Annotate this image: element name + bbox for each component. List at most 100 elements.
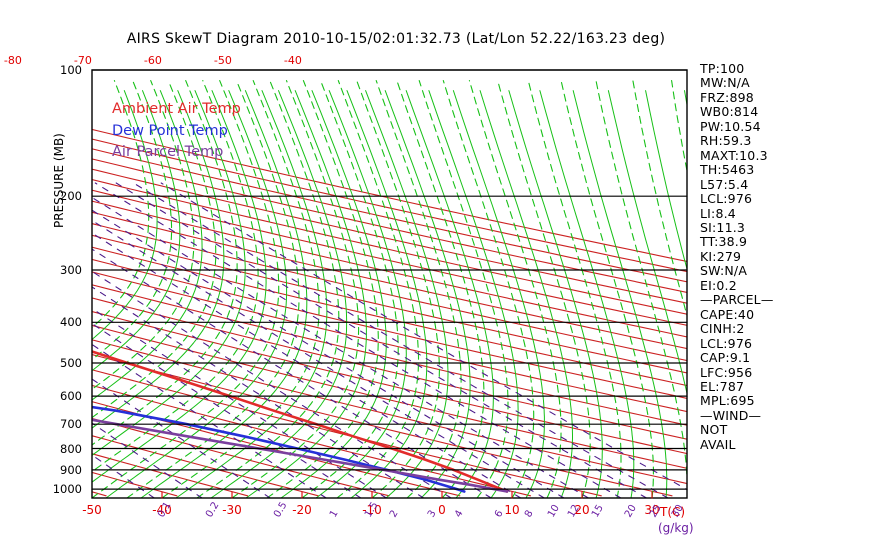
moist-adiabat-line (175, 90, 328, 498)
series-ambient-air-temp (92, 350, 509, 493)
pressure-tick-label: 300 (60, 262, 82, 277)
plot-frame (91, 69, 688, 499)
temperature-bottom-tick-label: -20 (292, 503, 312, 517)
pressure-tick-label: 600 (60, 389, 82, 404)
mixing-ratio-line (115, 182, 648, 498)
moist-adiabat-line (468, 80, 562, 498)
dry-adiabat-line (92, 369, 602, 497)
moist-adiabat-line (92, 80, 238, 446)
stability-index-item: L57:5.4 (700, 176, 749, 192)
moist-adiabat-line (140, 90, 308, 498)
dry-adiabat-line (92, 158, 687, 293)
moist-adiabat-line (375, 80, 462, 498)
pressure-axis-label: PRESSURE (MB) (52, 133, 66, 228)
temperature-bottom-tick-label: 0 (438, 503, 446, 517)
pressure-tick-label: 900 (60, 462, 82, 477)
stability-index-item: FRZ:898 (700, 89, 754, 105)
pressure-tick-label: 500 (60, 355, 82, 370)
mixing-ratio-line (92, 196, 589, 498)
stability-index-item: LFC:956 (700, 364, 753, 380)
moist-adiabat-line (508, 90, 603, 498)
moist-adiabat-line (384, 90, 471, 498)
stability-index-item: —PARCEL— (700, 292, 774, 308)
moist-adiabat-line (365, 90, 449, 498)
dry-adiabat-line (92, 211, 687, 350)
dry-adiabat-line (92, 401, 461, 497)
pressure-tick-label: 100 (60, 63, 82, 77)
stability-indices-panel: TP:100 MW:N/A FRZ:898 WB0:814 PW:10.54 RH:59.… (700, 61, 860, 452)
mixing-ratio-line (92, 232, 522, 498)
temperature-axis-unit-label: T(C) (660, 505, 686, 519)
stability-index-item: MAXT:10.3 (700, 147, 768, 163)
stability-index-item: LCL:976 (700, 335, 753, 351)
stability-index-item: CAP:9.1 (700, 350, 751, 366)
pressure-tick-label: 400 (60, 315, 82, 330)
stability-index-item: MW:N/A (700, 75, 750, 91)
temperature-bottom-tick-label: 30 (644, 503, 660, 517)
legend-ambient-air-temp: Ambient Air Temp (112, 101, 241, 117)
mixing-ratio-line (92, 270, 452, 498)
dry-adiabat-line (92, 128, 687, 262)
temperature-top-tick-label: -50 (213, 54, 232, 67)
dry-adiabat-line (92, 189, 687, 326)
moist-adiabat-line (315, 90, 407, 498)
dry-adiabat-line (92, 297, 687, 440)
stability-index-item: LCL:976 (700, 191, 753, 207)
moist-adiabat-line (560, 80, 654, 498)
moist-adiabat-line (645, 90, 687, 272)
moist-adiabat-line (92, 80, 259, 473)
mixing-ratio-line (92, 219, 545, 498)
dry-adiabat-line (92, 339, 687, 485)
moist-adiabat-line (92, 80, 173, 361)
moist-adiabat-line (126, 80, 300, 498)
stability-index-item: KI:279 (700, 248, 742, 264)
moist-adiabat-line (105, 90, 288, 498)
moist-adiabat-line (405, 90, 494, 498)
moist-adiabat-line (336, 80, 420, 498)
moist-adiabat-line (266, 80, 379, 498)
temperature-bottom-tick-label: -30 (222, 503, 242, 517)
stability-index-item: WB0:814 (700, 104, 759, 120)
dry-adiabat-line (0, 70, 35, 496)
dry-adiabat-line (92, 200, 687, 338)
stability-index-item: RH:59.3 (700, 133, 752, 149)
stability-index-item: SI:11.3 (700, 219, 746, 235)
moist-adiabat-line (428, 90, 519, 498)
stability-index-item: EL:787 (700, 378, 745, 394)
temperature-top-tick-label: -60 (143, 54, 162, 67)
stability-index-item: EI:0.2 (700, 277, 737, 293)
moist-adiabat-line (92, 90, 158, 341)
moist-adiabat-line (632, 80, 687, 318)
temperature-top-tick-label: -40 (283, 54, 302, 67)
dry-adiabat-line (92, 271, 687, 413)
mixing-ratio-line (94, 182, 622, 498)
mixing-ratio-unit-label: (g/kg) (658, 521, 694, 535)
moist-adiabat-line (231, 80, 360, 498)
mixing-ratio-line (160, 182, 687, 491)
pressure-tick-label: 700 (60, 417, 82, 432)
plot-interior (0, 70, 687, 498)
stability-index-item: —WIND— (700, 407, 762, 423)
moist-adiabat-line (92, 90, 246, 456)
mixing-ratio-line (92, 248, 492, 498)
moist-adiabat-line (280, 90, 387, 498)
stability-index-item: PW:10.54 (700, 118, 761, 134)
moist-adiabat-line (245, 90, 367, 498)
stability-index-item: CAPE:40 (700, 306, 755, 322)
legend-dew-point-temp: Dew Point Temp (112, 123, 228, 139)
dry-adiabat-line (92, 234, 687, 374)
dry-adiabat-line (92, 223, 687, 362)
moist-adiabat-line (92, 80, 280, 498)
moist-adiabat-line (442, 80, 535, 498)
moist-adiabat-line (92, 90, 225, 429)
stability-index-item: TP:100 (700, 61, 745, 76)
stability-index-item: SW:N/A (700, 263, 748, 279)
temperature-bottom-tick-label: -50 (82, 503, 102, 517)
legend-air-parcel-temp: Air Parcel Temp (112, 144, 224, 160)
moist-adiabat-line (452, 90, 545, 498)
moist-adiabat-line (92, 80, 217, 419)
moist-adiabat-line (539, 90, 635, 498)
temperature-bottom-tick-label: 20 (574, 503, 590, 517)
